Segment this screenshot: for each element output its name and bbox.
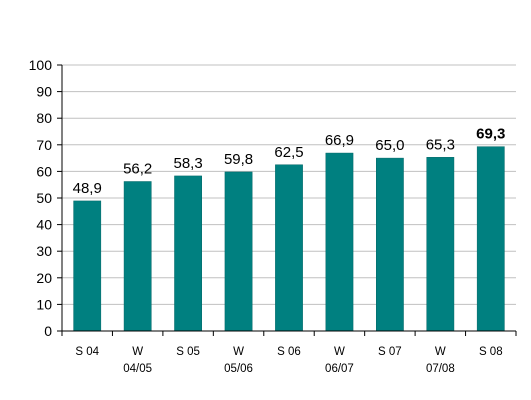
- x-tick-label: 06/07: [325, 363, 354, 375]
- x-tick-label: W: [233, 346, 244, 358]
- x-tick-label: S 07: [378, 346, 402, 358]
- x-tick-label: S 06: [277, 346, 301, 358]
- bar: [376, 157, 404, 332]
- data-label: 58,3: [174, 155, 203, 172]
- data-label: 65,3: [426, 136, 455, 153]
- y-tick-label: 30: [36, 243, 52, 259]
- x-tick-labels: S 04 W 04/05 S 05 W 05/06 S 06 W 06/07 S 07 W 07/08…: [61, 331, 517, 375]
- x-tick-label: W: [132, 346, 143, 358]
- y-tick-label: 10: [36, 296, 52, 312]
- data-label: 59,8: [224, 151, 253, 168]
- data-label: 48,9: [73, 180, 102, 197]
- x-tick-label: 07/08: [426, 363, 455, 375]
- y-tick-label: 0: [44, 323, 52, 339]
- x-tick-label: S 05: [176, 346, 200, 358]
- bar: [224, 171, 253, 332]
- data-label: 56,2: [123, 161, 152, 178]
- data-label: 69,3: [476, 126, 505, 143]
- bar: [73, 200, 102, 332]
- x-tick-label: S 08: [479, 346, 503, 358]
- bar: [325, 152, 354, 332]
- bar: [275, 164, 303, 332]
- y-tick-label: 60: [36, 163, 52, 179]
- data-label: 66,9: [325, 132, 354, 149]
- y-tick-label: 50: [36, 190, 52, 206]
- bar: [476, 146, 505, 332]
- data-labels: 48,9 56,2 58,3 59,8 62,5 66,9 65,0 65,3 69,3: [73, 126, 506, 197]
- bar: [174, 175, 202, 332]
- x-tick-label: W: [435, 346, 446, 358]
- x-tick-label: W: [334, 346, 345, 358]
- bar: [426, 157, 455, 332]
- data-label: 62,5: [274, 144, 303, 161]
- y-tick-label: 20: [36, 270, 52, 286]
- y-tick-label: 40: [36, 217, 52, 233]
- y-tick-labels: 0 10 20 30 40 50 60 70 80 90 100: [29, 57, 62, 339]
- x-tick-label: 05/06: [224, 363, 253, 375]
- data-label: 65,0: [375, 137, 404, 154]
- y-tick-label: 90: [36, 84, 52, 100]
- y-tick-label: 80: [36, 110, 52, 126]
- y-tick-label: 70: [36, 137, 52, 153]
- x-tick-label: 04/05: [123, 363, 152, 375]
- x-tick-label: S 04: [75, 346, 99, 358]
- bar: [123, 181, 152, 332]
- y-tick-label: 100: [29, 57, 53, 73]
